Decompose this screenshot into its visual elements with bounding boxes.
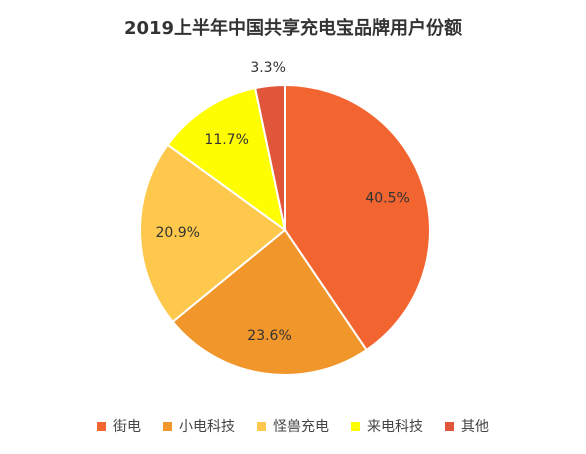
slice-label-3: 20.9% [156,225,200,241]
legend-label: 其他 [461,419,489,435]
pie-slice-4 [166,86,287,233]
slice-label-2: 23.6% [247,328,291,344]
legend-swatch [163,421,172,431]
chart-title: 2019上半年中国共享充电宝品牌用户份额 [123,18,463,39]
pie-slice-1 [284,83,431,352]
legend-swatch [445,421,454,431]
pie-slice-5 [253,83,286,231]
legend-label: 小电科技 [179,419,235,435]
legend-swatch [351,421,360,431]
slice-label-1: 40.5% [365,190,409,206]
pie-slice-2 [171,228,368,376]
legend-item-3: 怪兽充电 [257,416,329,436]
slice-label-4: 11.7% [204,132,248,148]
pie-chart: 40.5% 23.6% 20.9% 11.7% 3.3% [139,60,431,376]
pie-slice-3 [139,143,287,324]
legend-label: 怪兽充电 [273,419,329,435]
legend-swatch [97,421,106,431]
legend-item-2: 小电科技 [163,416,235,436]
slice-label-5: 3.3% [250,60,286,76]
legend-swatch [257,421,266,431]
legend-item-5: 其他 [445,416,489,436]
legend-item-4: 来电科技 [351,416,423,436]
legend: 街电 小电科技 怪兽充电 来电科技 其他 [0,416,586,436]
legend-label: 街电 [113,419,141,435]
legend-label: 来电科技 [367,419,423,435]
legend-item-1: 街电 [97,416,141,436]
